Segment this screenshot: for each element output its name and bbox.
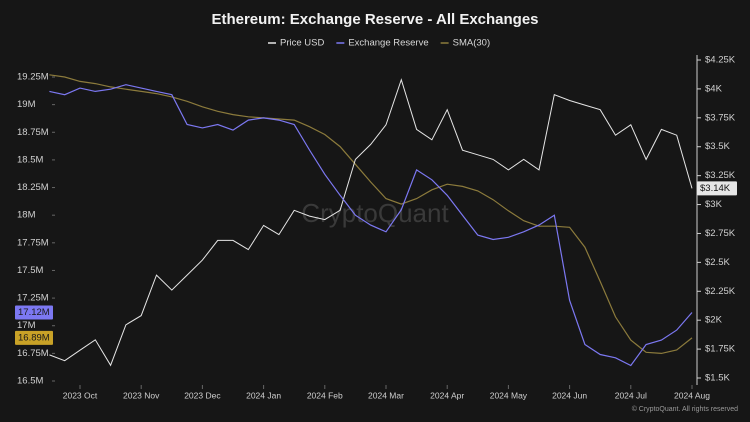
y2-tick-label: $3.75K [705, 112, 736, 123]
x-tick-label: 2023 Nov [123, 390, 160, 400]
last-value-tag [15, 330, 53, 345]
y-tick-label: 19M [17, 99, 36, 110]
legend-label: SMA(30) [453, 38, 490, 49]
x-tick-label: 2024 Feb [307, 390, 343, 400]
y-tick-label: 17.25M [17, 293, 49, 304]
last-value-label: $3.14K [700, 183, 731, 194]
y-tick-label: 17M [17, 320, 36, 331]
y-tick-label: 17.5M [17, 265, 43, 276]
y2-tick-label: $3K [705, 199, 723, 210]
y2-tick-label: $2.75K [705, 228, 736, 239]
y2-tick-label: $3.25K [705, 170, 736, 181]
y2-tick-label: $4K [705, 83, 723, 94]
x-tick-label: 2024 Jun [552, 390, 587, 400]
y-tick-label: 16.5M [17, 376, 43, 387]
x-tick-label: 2023 Dec [184, 390, 221, 400]
y-tick-label: 19.25M [17, 72, 49, 83]
series-line [49, 74, 693, 355]
x-tick-label: 2024 Jan [246, 390, 281, 400]
x-tick-label: 2024 Mar [368, 390, 404, 400]
y-tick-label: 17.75M [17, 237, 49, 248]
y-tick-label: 18.5M [17, 154, 43, 165]
watermark: CryptoQuant [301, 198, 449, 228]
x-tick-label: 2023 Oct [63, 390, 98, 400]
last-value-label: 17.12M [18, 307, 50, 318]
y-tick-label: 18M [17, 210, 36, 221]
y-tick-label: 18.75M [17, 127, 49, 138]
last-value-tag [15, 305, 53, 320]
y-tick-label: 16.75M [17, 348, 49, 359]
y2-tick-label: $1.75K [705, 344, 736, 355]
legend-label: Price USD [280, 38, 324, 49]
chart-title: Ethereum: Exchange Reserve - All Exchang… [211, 11, 538, 28]
y2-tick-label: $2K [705, 315, 723, 326]
y2-tick-label: $2.5K [705, 257, 730, 268]
y-tick-label: 18.25M [17, 182, 49, 193]
x-tick-label: 2024 Apr [430, 390, 464, 400]
y2-tick-label: $2.25K [705, 286, 736, 297]
x-tick-label: 2024 Aug [674, 390, 710, 400]
legend-label: Exchange Reserve [348, 38, 428, 49]
y2-tick-label: $1.5K [705, 373, 730, 384]
series-line [49, 78, 693, 367]
x-tick-label: 2024 Jul [615, 390, 647, 400]
last-value-tag [697, 181, 737, 196]
last-value-label: 16.89M [18, 332, 50, 343]
y2-tick-label: $3.5K [705, 141, 730, 152]
series-line [49, 84, 693, 367]
y2-tick-label: $4.25K [705, 55, 736, 66]
x-tick-label: 2024 May [490, 390, 528, 400]
footer: © CryptoQuant. All rights reserved [632, 405, 738, 413]
